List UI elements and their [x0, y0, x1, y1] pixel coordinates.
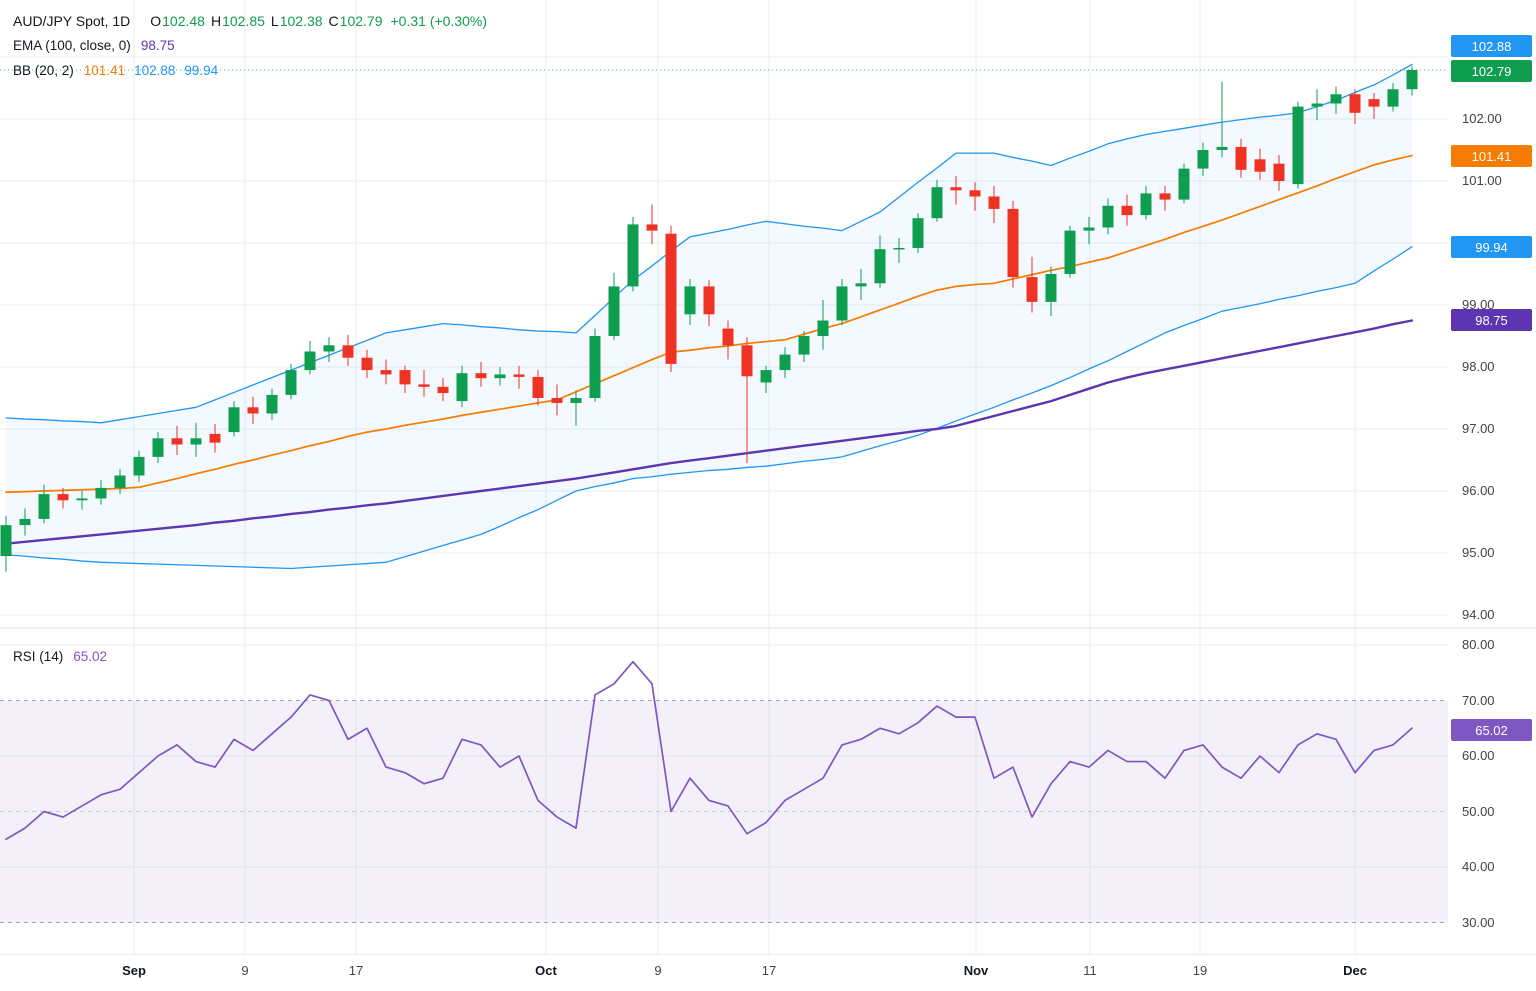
- axis-tick-label: 95.00: [1462, 545, 1495, 560]
- axis-tick-label: 60.00: [1462, 748, 1495, 763]
- ema-indicator-row[interactable]: EMA (100, close, 0) 98.75: [13, 33, 487, 58]
- time-tick-label: 17: [348, 963, 364, 978]
- ema-value: 98.75: [140, 38, 175, 53]
- low-label: L: [270, 12, 279, 29]
- bb-upper-value: 102.88: [134, 63, 176, 78]
- low-value: 102.38: [279, 12, 323, 29]
- bb-lower-value: 99.94: [184, 63, 219, 78]
- rsi-label: RSI (14): [13, 649, 64, 664]
- price-pane-legend: AUD/JPY Spot, 1D O 102.48 H 102.85 L 102.38…: [13, 8, 487, 83]
- rsi-indicator-row[interactable]: RSI (14) 65.02: [13, 644, 116, 669]
- high-value: 102.85: [222, 12, 265, 29]
- axis-tick-label: 99.00: [1462, 297, 1495, 312]
- open-value: 102.48: [162, 12, 205, 29]
- high-label: H: [210, 12, 222, 29]
- bb-indicator-row[interactable]: BB (20, 2) 101.41 102.88 99.94: [13, 58, 487, 83]
- close-value: 102.79: [339, 12, 383, 29]
- open-label: O: [150, 12, 162, 29]
- axis-price-badge: 99.94: [1451, 236, 1532, 258]
- time-tick-label: 17: [761, 963, 777, 978]
- time-tick-label: Nov: [963, 963, 989, 978]
- price-axis[interactable]: 102.00101.00100.0099.0098.0097.0096.0095…: [1450, 0, 1536, 955]
- time-tick-label: 19: [1192, 963, 1208, 978]
- axis-tick-label: 30.00: [1462, 914, 1495, 930]
- time-tick-label: 11: [1083, 963, 1097, 978]
- ema-label: EMA (100, close, 0): [13, 38, 131, 53]
- rsi-pane-legend: RSI (14) 65.02: [13, 644, 116, 669]
- close-label: C: [328, 12, 339, 29]
- time-tick-label: 9: [654, 963, 662, 978]
- bb-label: BB (20, 2): [13, 63, 74, 78]
- rsi-value: 65.02: [73, 649, 108, 664]
- change-value: +0.31 (+0.30%): [390, 12, 488, 29]
- axis-price-badge: 102.79: [1451, 60, 1532, 82]
- symbol-row: AUD/JPY Spot, 1D O 102.48 H 102.85 L 102.38…: [13, 8, 487, 33]
- time-tick-label: Oct: [535, 963, 557, 978]
- axis-tick-label: 97.00: [1462, 421, 1495, 436]
- axis-tick-label: 98.00: [1462, 359, 1495, 374]
- symbol-title[interactable]: AUD/JPY Spot, 1D: [13, 12, 131, 29]
- axis-price-badge: 102.88: [1451, 35, 1532, 57]
- axis-tick-label: 70.00: [1462, 692, 1495, 708]
- time-axis[interactable]: Sep 9 17 Oct 9 17 Nov 11 19 Dec: [0, 955, 1536, 991]
- axis-tick-label: 96.00: [1462, 483, 1495, 498]
- time-tick-label: 9: [241, 963, 249, 978]
- axis-tick-label: 102.00: [1462, 111, 1502, 126]
- axis-tick-label: 40.00: [1462, 859, 1495, 874]
- axis-price-badge: 65.02: [1451, 719, 1532, 741]
- axis-tick-label: 94.00: [1462, 607, 1495, 622]
- axis-price-badge: 98.75: [1451, 309, 1532, 331]
- axis-tick-label: 80.00: [1462, 637, 1495, 652]
- time-tick-label: Dec: [1343, 963, 1367, 978]
- bb-basis-value: 101.41: [83, 63, 126, 78]
- axis-tick-label: 50.00: [1462, 803, 1495, 819]
- axis-tick-label: 101.00: [1462, 173, 1502, 188]
- time-tick-label: Sep: [122, 963, 146, 978]
- axis-price-badge: 101.41: [1451, 145, 1532, 167]
